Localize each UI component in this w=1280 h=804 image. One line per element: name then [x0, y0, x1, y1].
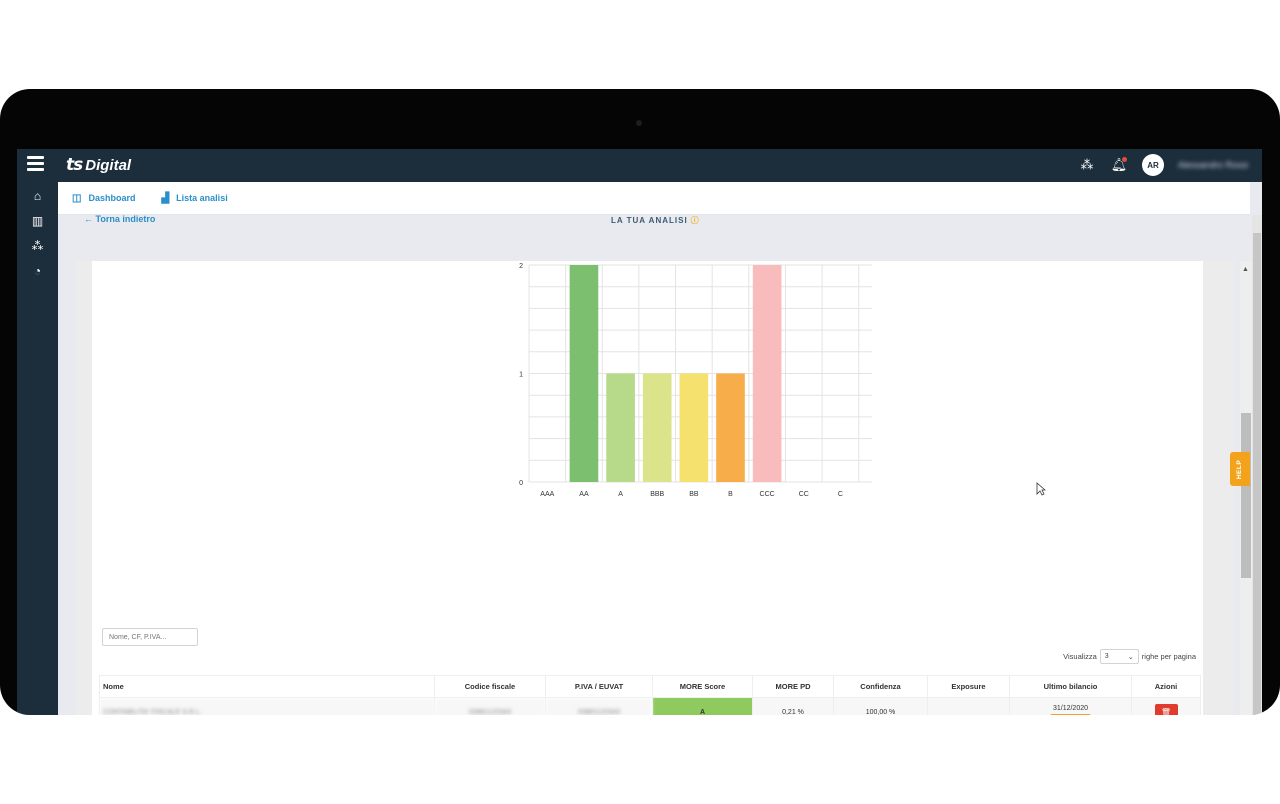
laptop-frame: ts Digital ⁂ 🔔︎ AR Alessandro Rossi ⌂ ▥ …: [0, 89, 1280, 715]
col-more-score[interactable]: MORE Score: [652, 675, 753, 698]
analysis-table: Nome Codice fiscale P.IVA / EUVAT MORE S…: [99, 675, 1201, 715]
col-piva[interactable]: P.IVA / EUVAT: [545, 675, 653, 698]
col-exposure[interactable]: Exposure: [927, 675, 1010, 698]
notification-dot: [1121, 157, 1127, 162]
rows-select[interactable]: 3 ⌄: [1099, 649, 1139, 664]
cell-piva: 03881120343: [545, 697, 653, 715]
delete-button[interactable]: 🗑︎: [1154, 704, 1178, 715]
menu-icon[interactable]: [27, 156, 44, 174]
bar-ccc[interactable]: [752, 265, 782, 482]
bilancio-badge: D'ESERCIZIO: [1050, 713, 1091, 715]
x-tick-label: A: [618, 491, 623, 498]
cell-codice-fiscale: 03881120343: [434, 697, 546, 715]
page-title: LA TUA ANALISI ⓘ: [611, 215, 700, 226]
page-title-text: LA TUA ANALISI: [611, 216, 688, 225]
tab-dashboard[interactable]: ◫ Dashboard: [72, 193, 135, 204]
col-more-pd[interactable]: MORE PD: [752, 675, 834, 698]
rating-bar-chart: 012AAAAAABBBBBBCCCCCCDNA: [519, 263, 872, 498]
page-scroll-thumb[interactable]: [1253, 233, 1261, 715]
top-actions: ⁂ 🔔︎ AR Alessandro Rossi: [1078, 154, 1248, 176]
x-tick-label: BB: [689, 491, 699, 498]
bar-bb[interactable]: [679, 373, 709, 483]
tab-lista-analisi[interactable]: ▟ Lista analisi: [161, 193, 227, 204]
rows-suffix: righe per pagina: [1141, 652, 1196, 661]
y-tick-label: 1: [519, 372, 523, 379]
logo-mark: ts: [66, 155, 83, 175]
user-name[interactable]: Alessandro Rossi: [1177, 160, 1248, 170]
rows-value: 3: [1104, 653, 1109, 660]
card-content: 012AAAAAABBBBBBCCCCCCDNA: [92, 261, 1203, 715]
home-icon[interactable]: ⌂: [33, 188, 42, 203]
scroll-up-icon[interactable]: ▲: [1242, 266, 1249, 273]
columns-icon: ◫: [72, 192, 82, 204]
table-row[interactable]: CONTABILITA' FISCALE S.R.L. 03881120343 03…: [99, 697, 1201, 715]
cell-ultimo-bilancio: 31/12/2020D'ESERCIZIO: [1009, 697, 1132, 715]
col-azioni: Azioni: [1131, 675, 1201, 698]
col-confidenza[interactable]: Confidenza: [833, 675, 928, 698]
info-icon[interactable]: ⓘ: [690, 216, 700, 225]
tab-lista-label: Lista analisi: [176, 193, 228, 203]
cell-more-score: A: [652, 697, 753, 715]
scroll-thumb[interactable]: [1241, 413, 1251, 578]
network-icon[interactable]: ⁂: [31, 238, 44, 253]
analysis-card: 012AAAAAABBBBBBCCCCCCDNA: [76, 261, 1234, 715]
bilancio-date: 31/12/2020: [1052, 704, 1089, 712]
rows-per-page: Visualizza 3 ⌄ righe per pagina: [1063, 649, 1196, 664]
bar-a[interactable]: [606, 373, 635, 483]
bar-bbb[interactable]: [642, 373, 672, 483]
building-icon[interactable]: ▥: [31, 213, 44, 228]
avatar[interactable]: AR: [1141, 154, 1164, 176]
col-codice-fiscale[interactable]: Codice fiscale: [434, 675, 546, 698]
x-tick-label: C: [838, 491, 843, 498]
x-tick-label: CCC: [760, 491, 775, 498]
col-ultimo-bilancio[interactable]: Ultimo bilancio: [1009, 675, 1132, 698]
y-tick-label: 2: [519, 263, 523, 270]
network-icon[interactable]: ⁂: [1080, 157, 1094, 172]
page-scrollbar[interactable]: [1252, 215, 1262, 715]
logo-text: Digital: [85, 156, 132, 174]
table-body: CONTABILITA' FISCALE S.R.L. 03881120343 03…: [99, 697, 1201, 715]
bar-aa[interactable]: [569, 265, 599, 482]
rows-prefix: Visualizza: [1063, 652, 1097, 661]
x-tick-label: AAA: [540, 491, 554, 498]
x-tick-label: BBB: [650, 491, 664, 498]
help-label: HELP: [1236, 459, 1244, 479]
cell-nome[interactable]: CONTABILITA' FISCALE S.R.L.: [99, 697, 435, 715]
search-input[interactable]: [102, 628, 198, 646]
x-tick-label: B: [728, 491, 733, 498]
inner-scrollbar[interactable]: ▲: [1240, 261, 1252, 715]
x-tick-label: AA: [579, 491, 589, 498]
sidebar: ⌂ ▥ ⁂ ◔: [17, 182, 58, 715]
cell-exposure: [927, 697, 1010, 715]
chevron-down-icon: ⌄: [1127, 653, 1134, 661]
camera: [636, 120, 642, 126]
mouse-cursor-icon: [1036, 482, 1046, 496]
bar-b[interactable]: [716, 373, 745, 483]
cell-azioni: 🗑︎: [1131, 697, 1201, 715]
app-logo[interactable]: ts Digital: [66, 154, 131, 176]
x-tick-label: CC: [799, 491, 809, 498]
back-link[interactable]: ← Torna indietro: [84, 214, 156, 224]
gauge-icon[interactable]: ◔: [33, 263, 42, 278]
y-tick-label: 0: [519, 480, 523, 487]
col-nome[interactable]: Nome: [99, 675, 435, 698]
tab-dashboard-label: Dashboard: [88, 193, 136, 203]
top-bar: ts Digital ⁂ 🔔︎ AR Alessandro Rossi: [17, 149, 1262, 182]
help-button[interactable]: HELP: [1230, 452, 1250, 486]
app-screen: ts Digital ⁂ 🔔︎ AR Alessandro Rossi ⌂ ▥ …: [17, 149, 1262, 715]
cell-confidenza: 100,00 %: [833, 697, 928, 715]
bell-icon[interactable]: 🔔︎: [1110, 157, 1128, 172]
cell-more-pd: 0,21 %: [752, 697, 834, 715]
table-header-row: Nome Codice fiscale P.IVA / EUVAT MORE S…: [99, 675, 1201, 698]
chart-icon: ▟: [161, 192, 170, 204]
nav-tabs: ◫ Dashboard ▟ Lista analisi: [58, 182, 1250, 215]
rating-chart: 012AAAAAABBBBBBCCCCCCDNA: [442, 261, 872, 511]
